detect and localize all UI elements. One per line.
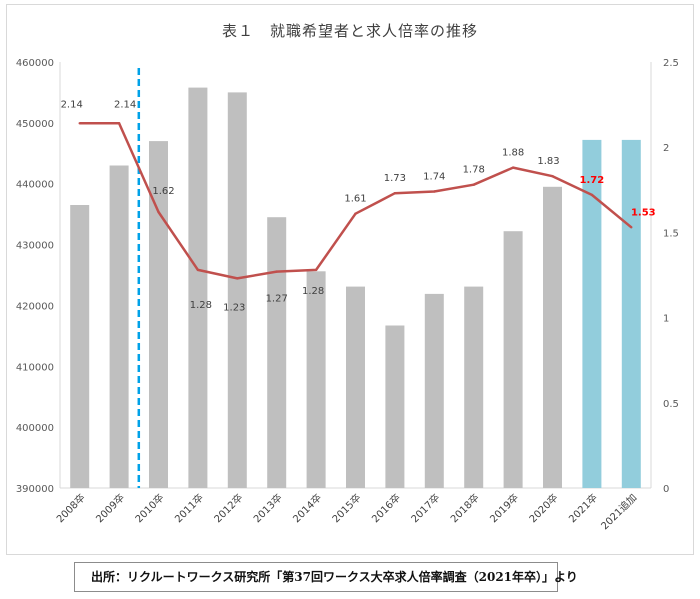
data-label: 2.14 <box>114 99 136 110</box>
line-point <box>117 122 121 125</box>
line-point <box>78 122 81 125</box>
left-tick-label: 390000 <box>16 484 54 495</box>
data-label: 1.23 <box>223 302 245 313</box>
left-tick-labels: 390000 400000 410000 420000 430000 440000 4500… <box>16 58 54 495</box>
bar <box>464 286 484 488</box>
x-tick-label: 2018卒 <box>448 491 482 525</box>
line-point <box>196 268 200 272</box>
right-tick-label: 0.5 <box>663 399 679 410</box>
bar <box>621 139 641 488</box>
line-point <box>433 190 436 193</box>
left-tick-label: 460000 <box>16 58 54 69</box>
x-tick-label: 2008卒 <box>54 491 88 525</box>
data-label: 1.27 <box>266 294 288 305</box>
bars <box>70 87 641 489</box>
data-label: 1.74 <box>423 172 445 183</box>
right-tick-label: 2 <box>663 143 669 154</box>
line-point <box>157 210 160 214</box>
x-tick-label: 2016卒 <box>369 491 403 525</box>
line-point <box>551 175 554 178</box>
bar <box>543 186 562 489</box>
left-tick-label: 440000 <box>16 180 54 191</box>
bar <box>385 325 405 488</box>
source-note: 出所：リクルートワークス研究所「第37回ワークス大卒求人倍率調査（2021年卒）… <box>74 562 578 592</box>
chart-title: 表１ 就職希望者と求人倍率の推移 <box>221 22 478 40</box>
bar <box>188 87 208 488</box>
data-label: 1.88 <box>502 148 524 159</box>
x-tick-label: 2017卒 <box>408 491 442 525</box>
line-point <box>354 212 357 215</box>
left-tick-label: 400000 <box>16 423 54 434</box>
data-label: 1.83 <box>537 156 559 167</box>
bar <box>267 217 287 488</box>
bar <box>306 271 326 488</box>
data-label: 1.72 <box>580 175 605 186</box>
x-tick-labels: 2008卒 2009卒 2010卒 2011卒 2012卒 2013卒 2014卒 2015卒… <box>54 491 640 532</box>
x-tick-label: 2021卒 <box>566 491 600 525</box>
bar <box>346 286 365 488</box>
data-labels: 2.14 2.14 1.62 1.28 1.23 1.27 1.28 1.61 1.73 1.74… <box>61 99 656 313</box>
bar <box>70 205 90 488</box>
left-tick-label: 430000 <box>16 241 54 252</box>
bar <box>582 139 602 488</box>
right-tick-label: 2.5 <box>663 58 679 69</box>
x-tick-label: 2013卒 <box>251 491 285 525</box>
data-label: 1.62 <box>152 186 174 197</box>
line-point <box>630 226 633 229</box>
x-tick-label: 2011卒 <box>172 491 206 525</box>
x-tick-label: 2020卒 <box>526 491 560 525</box>
bar <box>227 92 247 489</box>
x-tick-label: 2010卒 <box>132 491 166 525</box>
line-series <box>78 122 633 280</box>
right-tick-label: 1.5 <box>663 228 679 239</box>
bar <box>109 165 129 488</box>
right-tick-label: 1 <box>663 314 669 325</box>
line-point <box>590 193 594 197</box>
right-tick-labels: 0 0.5 1 1.5 2 2.5 <box>663 58 679 495</box>
line-point <box>511 166 515 169</box>
x-tick-label: 2012卒 <box>211 491 245 525</box>
x-tick-label: 2015卒 <box>329 491 363 525</box>
x-tick-label: 2014卒 <box>290 491 324 525</box>
data-label: 1.28 <box>302 286 324 297</box>
data-label: 1.53 <box>631 207 656 218</box>
bar <box>503 231 523 488</box>
line-point <box>314 268 318 272</box>
x-tick-label: 2021追加 <box>598 491 639 532</box>
data-label: 1.78 <box>463 165 485 176</box>
data-label: 1.28 <box>190 300 212 311</box>
data-label: 2.14 <box>61 99 83 110</box>
line-point <box>236 277 239 280</box>
data-label: 1.61 <box>344 194 366 205</box>
line-point <box>472 183 475 186</box>
line-point <box>275 270 278 273</box>
left-tick-label: 410000 <box>16 362 54 373</box>
bar <box>149 141 168 488</box>
bar <box>424 293 444 488</box>
line-point <box>393 192 397 195</box>
left-tick-label: 450000 <box>16 119 54 130</box>
x-tick-label: 2019卒 <box>487 491 521 525</box>
x-tick-label: 2009卒 <box>93 491 127 525</box>
data-label: 1.73 <box>384 173 406 184</box>
left-tick-label: 420000 <box>16 301 54 312</box>
right-tick-label: 0 <box>663 484 669 495</box>
